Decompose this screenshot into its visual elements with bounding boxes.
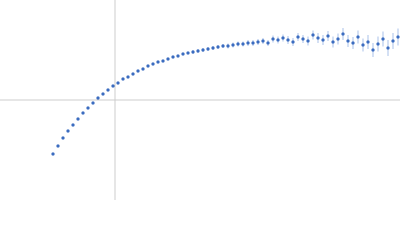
point: [101, 92, 105, 96]
point: [206, 47, 210, 51]
point: [196, 49, 200, 53]
point: [371, 48, 375, 52]
point: [226, 44, 230, 48]
point: [331, 40, 335, 44]
point: [256, 40, 260, 44]
point: [291, 40, 295, 44]
point: [191, 50, 195, 54]
point: [236, 42, 240, 46]
point: [121, 77, 125, 81]
point: [316, 36, 320, 40]
point: [391, 39, 395, 43]
point: [241, 42, 245, 46]
point: [56, 144, 60, 148]
point: [361, 43, 365, 47]
point: [261, 39, 265, 43]
point: [281, 36, 285, 40]
point: [126, 75, 130, 79]
point: [171, 55, 175, 59]
point: [231, 43, 235, 47]
point: [251, 41, 255, 45]
point: [381, 37, 385, 41]
point: [131, 72, 135, 76]
point: [386, 46, 390, 50]
point: [181, 52, 185, 56]
point: [156, 60, 160, 64]
point: [351, 41, 355, 45]
point: [366, 40, 370, 44]
point: [116, 81, 120, 85]
point: [216, 45, 220, 49]
point: [111, 84, 115, 88]
point: [376, 42, 380, 46]
point: [221, 44, 225, 48]
point: [186, 51, 190, 55]
point: [151, 62, 155, 66]
point: [396, 35, 400, 39]
point: [96, 96, 100, 100]
point: [166, 57, 170, 61]
point: [66, 129, 70, 133]
point: [311, 33, 315, 37]
point: [336, 37, 340, 41]
point: [321, 38, 325, 42]
point: [146, 64, 150, 68]
point: [266, 41, 270, 45]
point: [341, 32, 345, 36]
point: [246, 41, 250, 45]
point: [296, 35, 300, 39]
point: [61, 136, 65, 140]
point: [286, 38, 290, 42]
point: [276, 38, 280, 42]
point: [306, 39, 310, 43]
point: [91, 101, 95, 105]
point: [211, 46, 215, 50]
point: [301, 37, 305, 41]
point: [176, 54, 180, 58]
page: {"chart_data": {"type": "scatter", "x": …: [0, 0, 400, 200]
point: [201, 48, 205, 52]
point: [141, 67, 145, 71]
point: [326, 34, 330, 38]
point: [86, 106, 90, 110]
point: [106, 88, 110, 92]
point: [136, 69, 140, 73]
point: [356, 35, 360, 39]
point: [346, 39, 350, 43]
chart: [0, 0, 400, 200]
point: [51, 152, 55, 156]
point: [271, 37, 275, 41]
point: [76, 117, 80, 121]
point: [81, 111, 85, 115]
point: [71, 123, 75, 127]
point: [161, 59, 165, 63]
